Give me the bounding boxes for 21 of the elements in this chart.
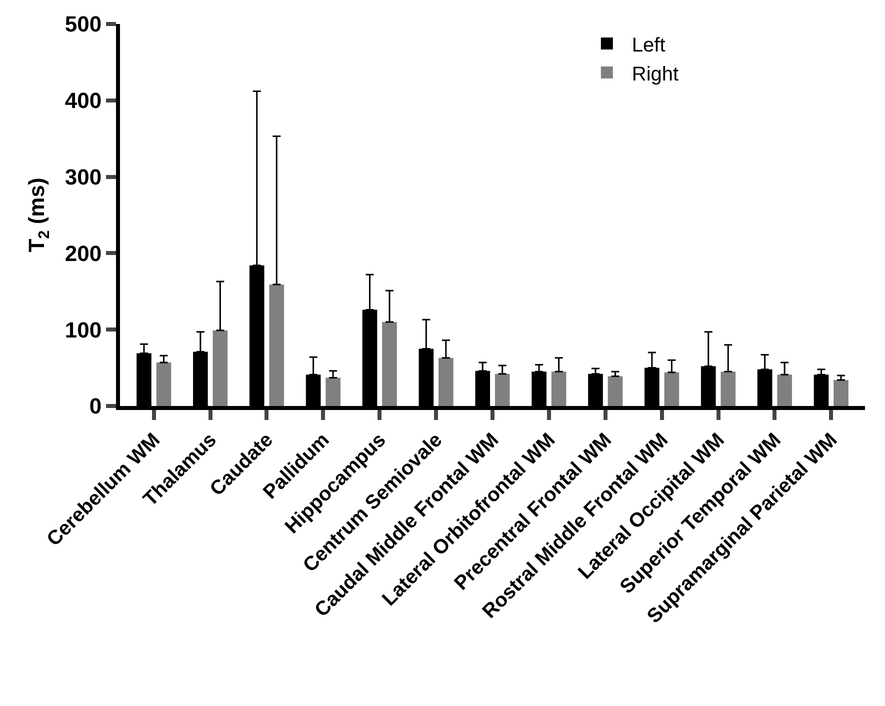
bar	[494, 374, 510, 406]
bar	[382, 322, 397, 406]
bar	[156, 362, 172, 406]
bar	[212, 330, 228, 406]
y-tick-label: 0	[89, 394, 102, 419]
y-tick-label: 200	[64, 240, 102, 266]
bar	[608, 376, 623, 406]
bar	[834, 380, 848, 406]
bar	[777, 374, 792, 406]
y-tick-label: 100	[64, 317, 102, 342]
bar	[269, 284, 284, 406]
bar	[438, 358, 454, 406]
y-tick-label: 300	[64, 164, 102, 190]
y-tick-label: 500	[64, 12, 102, 37]
bar	[720, 372, 736, 406]
bar	[664, 372, 680, 406]
bar	[326, 378, 340, 406]
y-tick-label: 400	[64, 88, 102, 114]
bar	[551, 372, 566, 406]
legend-label: Left	[632, 34, 666, 56]
legend-label: Right	[632, 63, 680, 86]
